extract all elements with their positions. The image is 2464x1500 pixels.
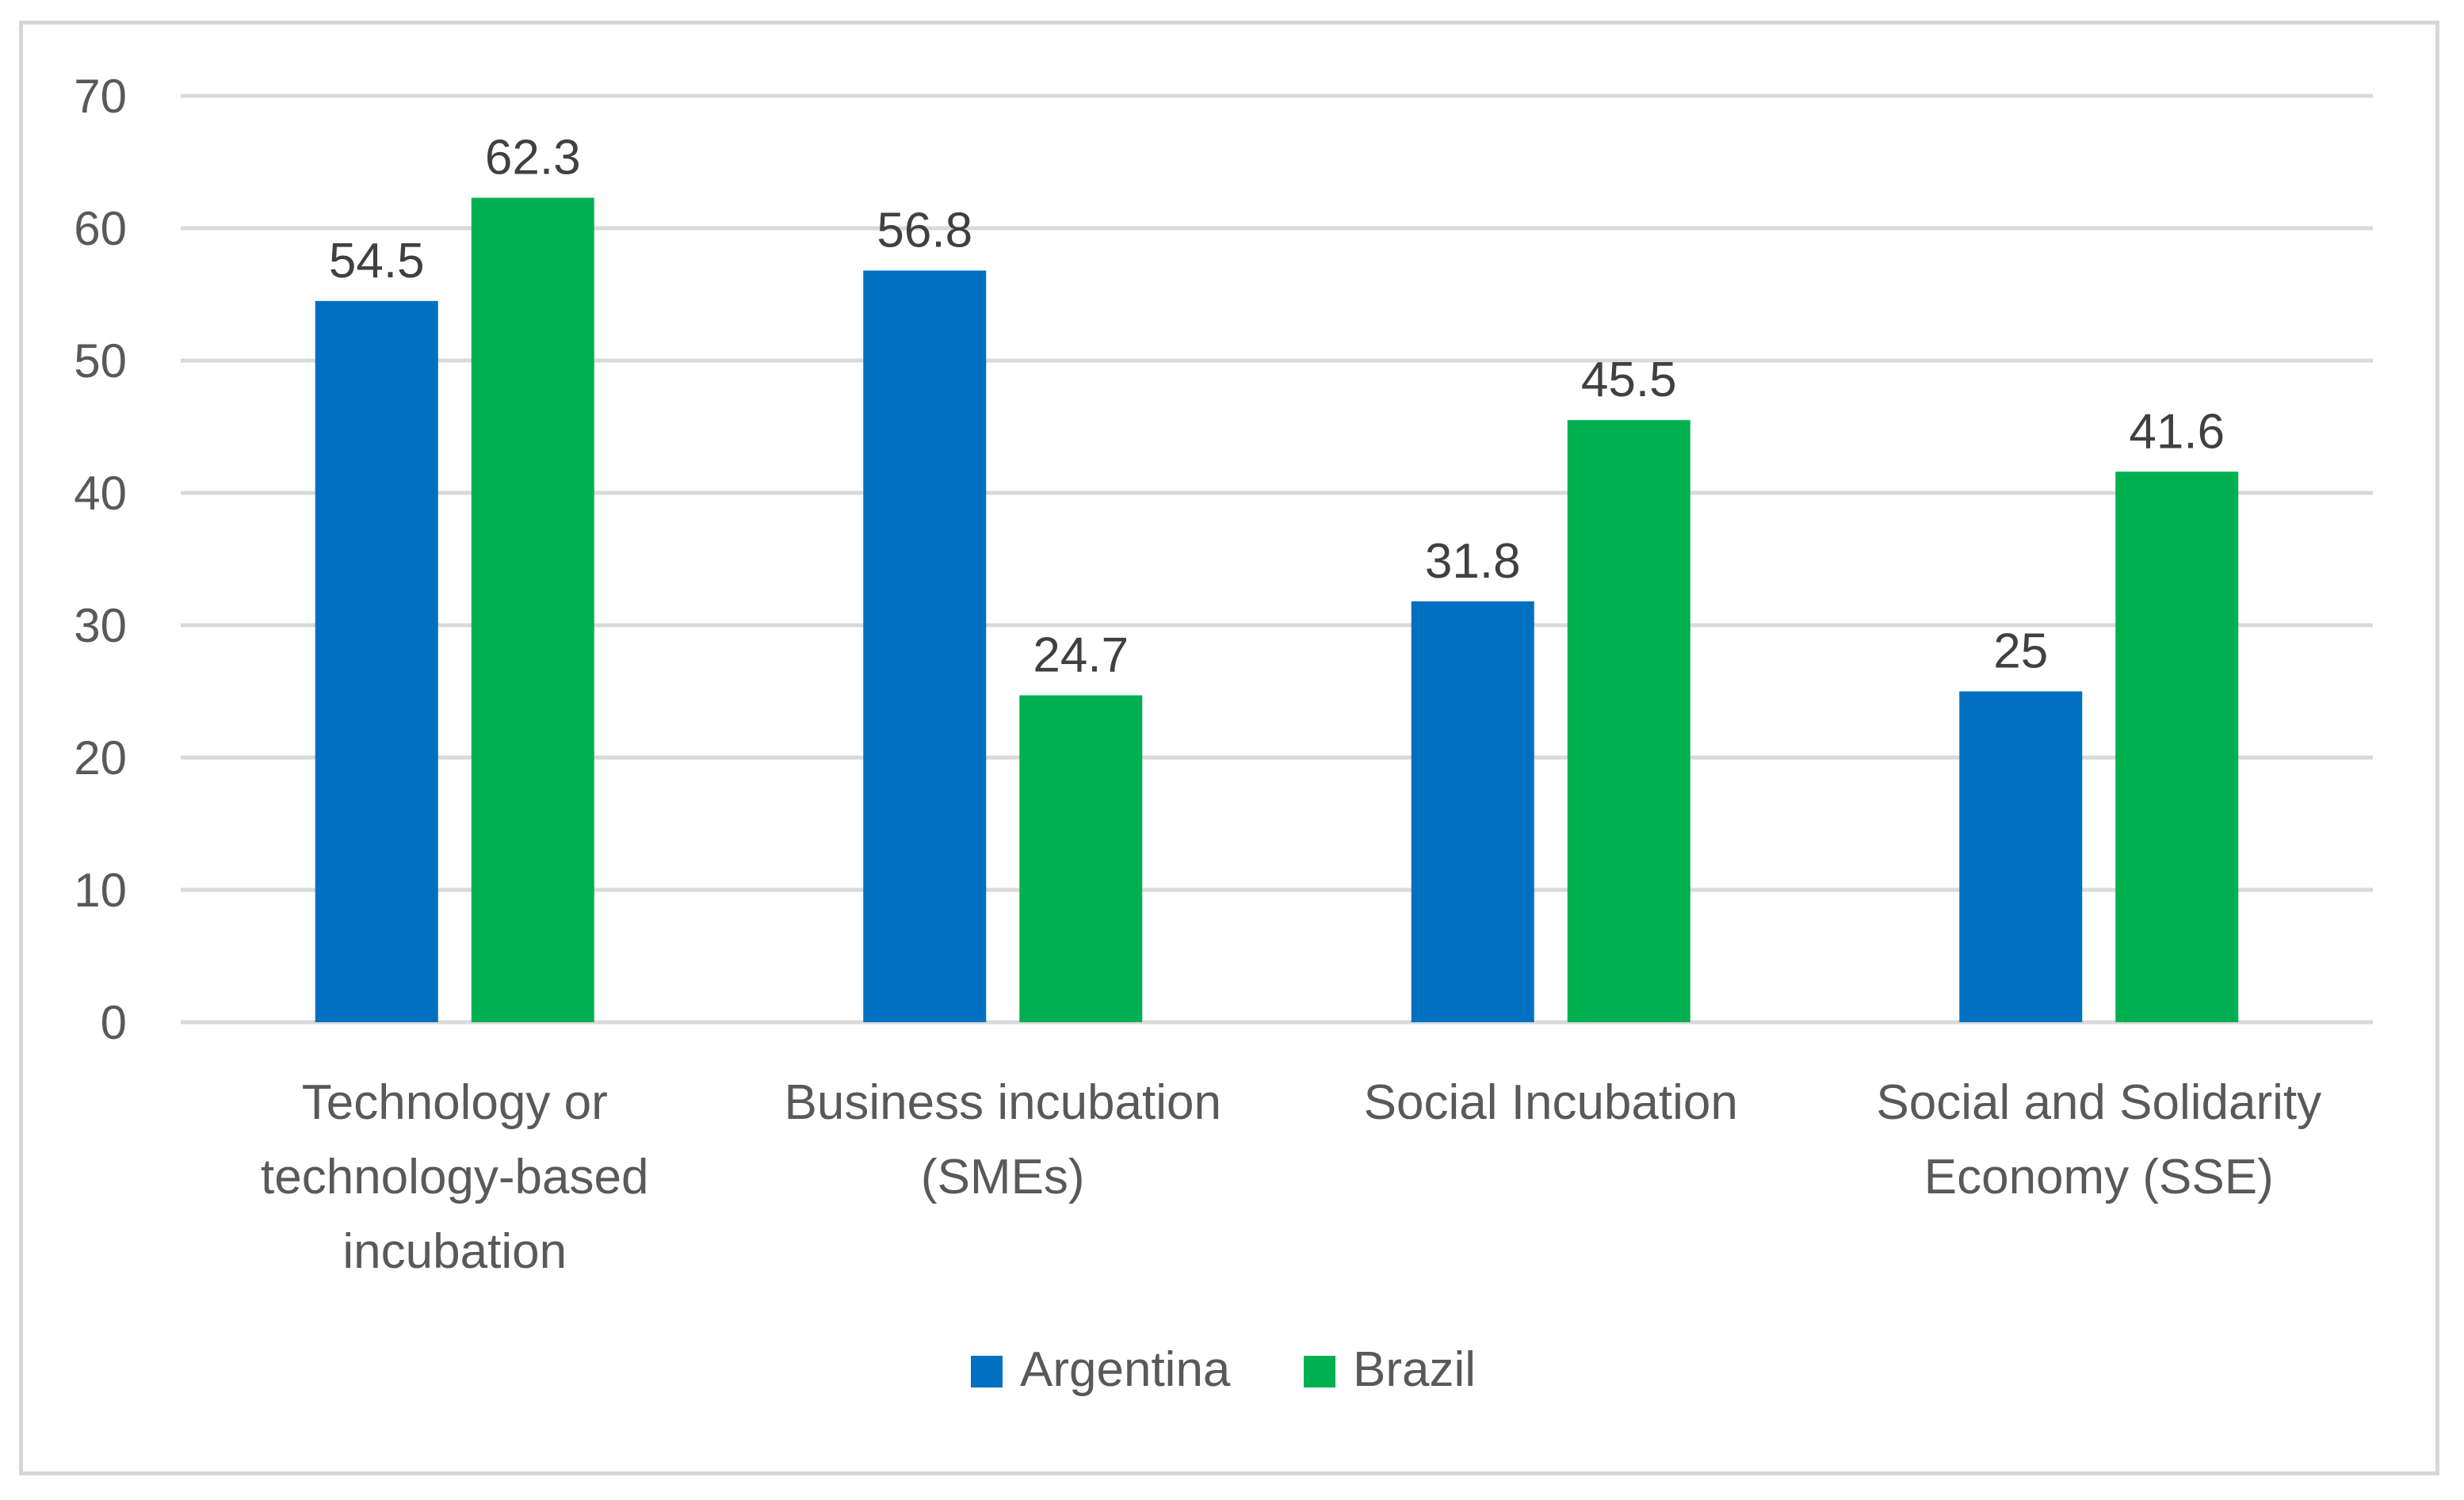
legend-label-brazil: Brazil [1353, 1342, 1476, 1397]
data-label: 56.8 [877, 203, 972, 258]
bars [315, 197, 2239, 1023]
legend-label-argentina: Argentina [1020, 1342, 1231, 1397]
category-label: incubation [342, 1224, 567, 1279]
data-label: 25 [1993, 624, 2048, 679]
data-label: 41.6 [2129, 404, 2225, 459]
y-tick-label: 40 [74, 467, 127, 520]
legend-swatch-brazil [1304, 1356, 1335, 1387]
y-axis-ticks: 0 10 20 30 40 50 60 70 [74, 70, 127, 1049]
y-tick-label: 30 [74, 599, 127, 652]
data-labels: 54.5 62.3 56.8 24.7 31.8 45.5 25 41.6 [329, 131, 2225, 683]
y-tick-label: 0 [101, 996, 127, 1049]
bar-argentina [1959, 691, 2083, 1022]
category-label: Social and Solidarity [1876, 1075, 2321, 1130]
category-label: Business incubation [785, 1075, 1221, 1130]
category-label: Economy (SSE) [1924, 1150, 2274, 1204]
bar-brazil [1567, 420, 1690, 1022]
y-tick-label: 10 [74, 864, 127, 917]
category-label: (SMEs) [921, 1150, 1085, 1204]
data-label: 45.5 [1581, 353, 1677, 407]
bar-brazil [2115, 471, 2239, 1022]
bar-argentina [315, 300, 438, 1023]
category-label: Social Incubation [1364, 1075, 1738, 1130]
data-label: 54.5 [329, 234, 425, 288]
y-tick-label: 20 [74, 731, 127, 784]
bar-argentina [1411, 601, 1534, 1022]
y-tick-label: 50 [74, 334, 127, 387]
bar-brazil [471, 197, 594, 1023]
x-axis-categories: Technology or technology-based incubation B… [261, 1075, 2321, 1279]
y-tick-label: 60 [74, 202, 127, 255]
y-tick-label: 70 [74, 70, 127, 123]
category-label: Technology or [302, 1075, 608, 1130]
category-label: technology-based [261, 1150, 648, 1204]
bar-brazil [1019, 695, 1143, 1022]
legend-swatch-argentina [971, 1356, 1003, 1387]
data-label: 62.3 [485, 131, 581, 185]
data-label: 24.7 [1033, 628, 1129, 683]
data-label: 31.8 [1425, 534, 1521, 589]
legend: Argentina Brazil [971, 1342, 1476, 1397]
bar-argentina [863, 270, 987, 1022]
